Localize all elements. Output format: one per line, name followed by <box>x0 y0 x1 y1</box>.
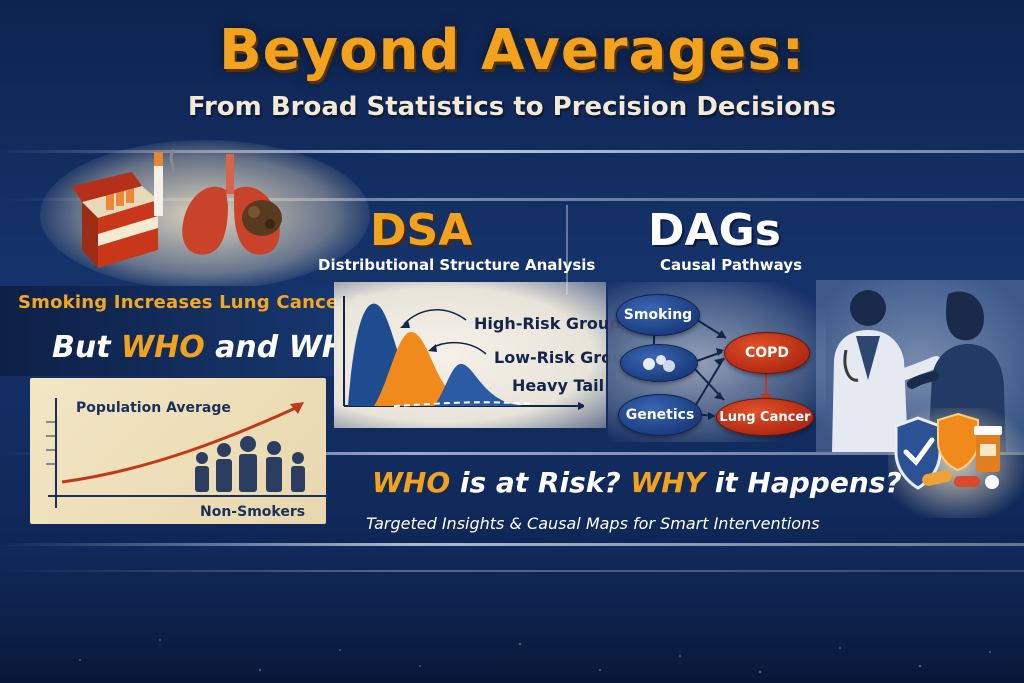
question-who: WHO <box>121 330 205 365</box>
dag-node-smoking: Smoking <box>616 294 700 336</box>
light-streak <box>0 452 1024 455</box>
shield-pills-illustration <box>894 412 1002 490</box>
non-smokers-label: Non-Smokers <box>200 504 306 520</box>
cigarette-icon <box>154 149 176 216</box>
dags-title: DAGs <box>648 205 781 256</box>
question-band <box>0 286 340 376</box>
dag-node-genetics: Genetics <box>618 394 702 436</box>
pills-icon <box>922 426 1002 489</box>
who-why-tagline: WHO is at Risk? WHY it Happens? <box>372 466 902 499</box>
low-risk-curve <box>374 331 474 406</box>
dag-node-lung-cancer: Lung Cancer <box>716 398 814 436</box>
light-streak <box>0 570 1024 572</box>
population-average-label: Population Average <box>76 400 231 416</box>
low-risk-label: Low-Risk Group <box>494 348 636 367</box>
why-emphasis: WHY <box>630 466 705 499</box>
targeted-insights-text: Targeted Insights & Causal Maps for Smar… <box>366 514 820 533</box>
dsa-title: DSA <box>370 205 473 256</box>
why-rest: it Happens? <box>704 466 902 499</box>
trend-arrow <box>61 404 301 484</box>
light-streak <box>0 543 1024 546</box>
people-icon <box>195 436 305 492</box>
heavy-tail-label: Heavy Tail <box>512 376 605 395</box>
bottom-band <box>0 545 1024 683</box>
who-emphasis: WHO <box>372 466 451 499</box>
section-divider <box>566 205 568 295</box>
page-title: Beyond Averages: <box>218 18 806 83</box>
light-streak <box>0 150 1024 153</box>
dsa-subtitle: Distributional Structure Analysis <box>318 256 596 274</box>
shield-check-icon <box>894 416 942 490</box>
cigarette-pack-icon <box>72 172 158 268</box>
dag-node-copd: COPD <box>724 332 810 374</box>
distribution-chart <box>343 296 584 410</box>
sparkle-texture <box>79 639 991 674</box>
who-rest: is at Risk? <box>450 466 631 499</box>
cigarette-lungs-illustration <box>72 149 282 268</box>
lungs-icon <box>182 154 282 255</box>
population-chart <box>46 398 326 508</box>
high-risk-curve <box>348 303 434 406</box>
light-streak <box>0 198 1024 201</box>
heavy-tail-curve <box>434 363 524 406</box>
shield-gold-icon <box>937 412 979 472</box>
high-risk-label: High-Risk Group <box>474 314 621 333</box>
page-subtitle: From Broad Statistics to Precision Decis… <box>187 92 837 122</box>
question-and: and <box>204 330 289 365</box>
question-prefix: But <box>52 330 122 365</box>
cells-icon <box>643 355 675 372</box>
dags-subtitle: Causal Pathways <box>660 256 803 274</box>
smoking-headline: Smoking Increases Lung Cancer Risk <box>18 292 398 313</box>
dag-node-hidden <box>620 344 698 382</box>
